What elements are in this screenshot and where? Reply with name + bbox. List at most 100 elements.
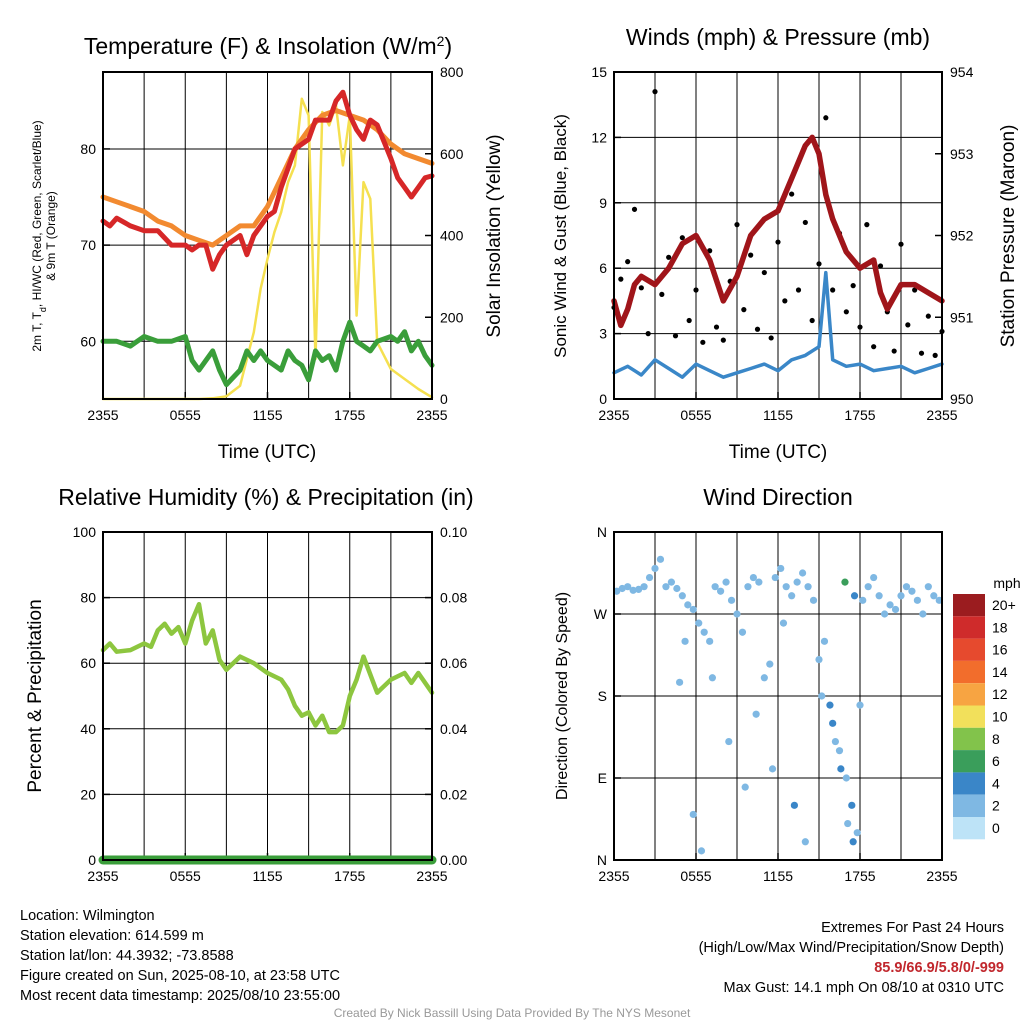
dir-legend-title: mph	[993, 575, 1020, 591]
colorbar-swatch	[953, 750, 985, 773]
plot-border	[613, 71, 943, 400]
y2-tick-label: 0	[440, 391, 448, 407]
recent-data-text: Most recent data timestamp: 2025/08/10 2…	[20, 988, 341, 1004]
y-tick-label: 60	[80, 655, 96, 671]
gust-point	[898, 241, 904, 247]
direction-point	[841, 578, 849, 586]
y-tick-label: 15	[591, 64, 607, 80]
direction-point	[708, 674, 717, 682]
y-tick-label: 40	[80, 721, 96, 737]
colorbar-swatch	[953, 594, 985, 617]
gust-point	[754, 326, 761, 332]
direction-point	[848, 801, 856, 809]
plot-border	[613, 531, 943, 861]
y2-tick-label: 0.04	[440, 721, 467, 737]
direction-point	[913, 596, 922, 604]
direction-point	[897, 592, 905, 600]
direction-point	[678, 592, 686, 600]
series-relative-humidity	[100, 601, 435, 735]
y2-tick-label: 600	[440, 146, 464, 162]
y-tick-label: N	[597, 852, 607, 868]
gust-point	[700, 339, 706, 345]
series-heat-index	[100, 319, 435, 388]
y-tick-label: 12	[591, 129, 607, 145]
colorbar-swatch	[953, 616, 985, 639]
x-tick-label: 2355	[926, 407, 957, 423]
x-tick-label: 0555	[170, 868, 201, 884]
colorbar-swatch	[953, 638, 985, 661]
y-tick-label: 3	[599, 326, 607, 342]
gust-point	[659, 291, 665, 297]
gust-point	[795, 287, 802, 293]
y2-tick-label: 200	[440, 309, 464, 325]
direction-point	[725, 737, 733, 746]
direction-point	[924, 583, 932, 591]
direction-point	[645, 573, 654, 582]
gust-point	[857, 324, 863, 330]
x-tick-label: 2355	[416, 868, 447, 884]
direction-point	[697, 847, 706, 855]
colorbar-label: 12	[992, 686, 1008, 702]
direction-point	[835, 747, 844, 755]
direction-point	[820, 637, 829, 645]
dir-ylabel-left: Direction (Colored By Speed)	[554, 592, 571, 800]
y2-tick-label: 0.10	[440, 524, 467, 540]
colorbar-label: 18	[992, 619, 1008, 635]
y-tick-label: N	[597, 524, 607, 540]
y-tick-label: 20	[80, 786, 96, 802]
y2-tick-label: 951	[950, 309, 974, 325]
y2-tick-label: 952	[950, 228, 974, 244]
x-tick-label: 1155	[763, 868, 793, 884]
direction-point	[722, 578, 730, 586]
direction-point	[849, 838, 857, 846]
y2-tick-label: 953	[950, 146, 974, 162]
direction-point	[673, 584, 681, 593]
x-tick-label: 2355	[598, 868, 629, 884]
temp-title: Temperature (F) & Insolation (W/m2)	[84, 33, 452, 59]
direction-point	[779, 619, 788, 627]
gust-point	[877, 263, 884, 269]
created-text: Figure created on Sun, 2025-08-10, at 23…	[20, 968, 340, 984]
gust-point	[782, 298, 788, 304]
x-tick-label: 1155	[252, 407, 282, 423]
gust-point	[768, 335, 774, 341]
y-tick-label: 6	[599, 260, 607, 276]
gust-point	[618, 276, 624, 282]
svg-text:2m T, Td, HI/WC (Red, Green, S: 2m T, Td, HI/WC (Red, Green, Scarlet/Blu…	[30, 120, 48, 351]
colorbar-label: 16	[992, 642, 1008, 658]
credit-text: Created By Nick Bassill Using Data Provi…	[333, 1006, 691, 1020]
direction-point	[801, 838, 809, 846]
direction-point	[930, 592, 938, 600]
direction-point	[818, 692, 826, 700]
y2-tick-label: 954	[950, 64, 974, 80]
direction-point	[919, 610, 927, 618]
colorbar-swatch	[953, 772, 985, 795]
direction-point	[908, 587, 916, 595]
direction-point	[738, 628, 747, 636]
extremes-values: 85.9/66.9/5.8/0/-999	[874, 960, 1004, 976]
direction-point	[809, 596, 818, 604]
direction-point	[689, 810, 697, 819]
elevation-text: Station elevation: 614.599 m	[20, 928, 204, 944]
gust-point	[720, 337, 726, 343]
direction-point	[760, 674, 768, 682]
gust-point	[625, 259, 631, 265]
gust-point	[809, 317, 815, 324]
colorbar-swatch	[953, 817, 985, 840]
gust-point	[686, 317, 692, 324]
direction-point	[700, 628, 708, 636]
colorbar-label: 10	[992, 709, 1008, 725]
extremes-title: Extremes For Past 24 Hours	[821, 920, 1004, 936]
direction-point	[629, 586, 637, 594]
y-tick-label: S	[598, 688, 607, 704]
x-tick-label: 1155	[252, 868, 282, 884]
gust-point	[850, 283, 856, 289]
direction-point	[881, 610, 889, 618]
rh-plot-area: 0 20 40 60 80 100 0.00 0.02 0.04 0.06 0.08 0.10 2355…	[73, 524, 468, 884]
y-tick-label: 0	[599, 391, 607, 407]
gust-point	[645, 331, 651, 337]
y-tick-label: 0	[88, 852, 96, 868]
direction-point	[815, 655, 823, 664]
